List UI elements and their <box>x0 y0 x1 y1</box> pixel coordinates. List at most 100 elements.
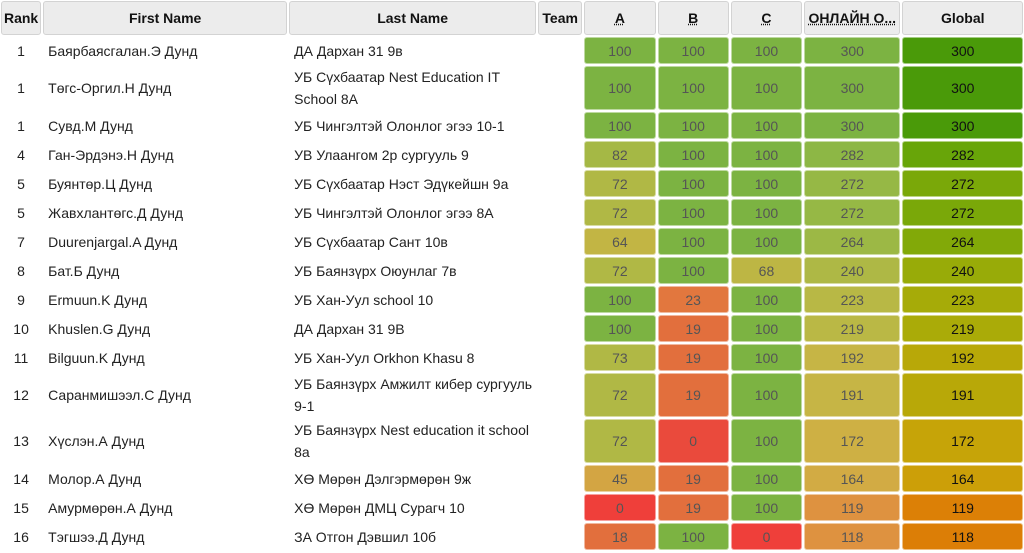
first-name-cell: Баярбаясгалан.Э Дунд <box>48 42 198 59</box>
header-online-contest[interactable]: ОНЛАЙН О... <box>804 1 901 35</box>
header-problem-b[interactable]: B <box>657 1 729 35</box>
last-name-cell: УБ Чингэлтэй Олонлог эгээ 10-1 <box>294 117 505 134</box>
score-a-cell: 100 <box>584 315 656 342</box>
last-name-cell: ЗА Отгон Дэвшил 10б <box>294 528 437 545</box>
team-cell <box>538 465 582 492</box>
header-first-name[interactable]: First Name <box>43 1 288 35</box>
table-row: 15 Амурмөрөн.А Дунд ХӨ Мөрөн ДМЦ Сурагч 10… <box>1 494 1023 521</box>
score-b-cell: 19 <box>657 315 729 342</box>
header-problem-a-link[interactable]: A <box>614 10 625 26</box>
score-global-cell: 282 <box>902 141 1023 168</box>
score-c-cell: 0 <box>730 523 803 550</box>
score-online-cell: 272 <box>804 199 901 226</box>
score-a-cell: 82 <box>584 141 656 168</box>
score-online-cell: 264 <box>804 228 901 255</box>
score-global-cell: 300 <box>902 112 1023 139</box>
score-c-cell: 100 <box>730 419 803 463</box>
table-row: 8 Бат.Б Дунд УБ Баянзүрх Оюунлаг 7в 72 100 68… <box>1 257 1023 284</box>
score-c-cell: 100 <box>730 66 803 110</box>
header-team[interactable]: Team <box>538 1 583 35</box>
score-c-cell: 100 <box>730 465 803 492</box>
first-name-cell: Амурмөрөн.А Дунд <box>48 499 173 516</box>
last-name-cell: УБ Хан-Уул Orkhon Khasu 8 <box>294 349 475 366</box>
score-global-cell: 223 <box>902 286 1023 313</box>
score-a-cell: 73 <box>584 344 656 371</box>
last-name-cell: ДА Дархан 31 9в <box>294 42 403 59</box>
team-cell <box>538 494 582 521</box>
team-cell <box>538 66 582 110</box>
score-c-cell: 100 <box>730 344 803 371</box>
first-name-cell: Саранмишээл.С Дунд <box>48 387 191 403</box>
table-row: 14 Молор.А Дунд ХӨ Мөрөн Дэлгэрмөрөн 9ж 45 1… <box>1 465 1023 492</box>
score-b-cell: 0 <box>657 419 729 463</box>
score-c-cell: 100 <box>730 141 803 168</box>
last-name-cell: УБ Хан-Уул school 10 <box>294 291 434 308</box>
table-row: 13 Хүслэн.А Дунд УБ Баянзүрх Nest educatio… <box>1 419 1023 463</box>
first-name-cell: Хүслэн.А Дунд <box>48 433 145 449</box>
team-cell <box>538 37 582 64</box>
rank-cell: 5 <box>17 175 25 192</box>
rank-cell: 15 <box>13 499 29 516</box>
header-last-name[interactable]: Last Name <box>289 1 537 35</box>
last-name-cell: ХӨ Мөрөн Дэлгэрмөрөн 9ж <box>294 470 472 487</box>
first-name-cell: Duurenjargal.A Дунд <box>48 233 178 250</box>
team-cell <box>538 199 582 226</box>
last-name-cell: УБ Баянзүрх Nest education it school 8a <box>294 422 529 460</box>
rank-cell: 8 <box>17 262 25 279</box>
score-b-cell: 23 <box>657 286 729 313</box>
score-c-cell: 100 <box>730 373 803 417</box>
score-b-cell: 19 <box>657 344 729 371</box>
rank-cell: 12 <box>13 387 29 403</box>
header-row: Rank First Name Last Name Team A B C ОНЛ… <box>1 1 1023 35</box>
score-b-cell: 100 <box>657 228 729 255</box>
team-cell <box>538 523 582 550</box>
team-cell <box>538 286 582 313</box>
last-name-cell: УБ Чингэлтэй Олонлог эгээ 8А <box>294 204 494 221</box>
rank-cell: 13 <box>13 433 29 449</box>
score-b-cell: 100 <box>657 523 729 550</box>
score-a-cell: 100 <box>584 286 656 313</box>
header-problem-b-link[interactable]: B <box>688 10 699 26</box>
table-row: 5 Буянтөр.Ц Дунд УБ Сүхбаатар Нэст Эдүкейш… <box>1 170 1023 197</box>
score-online-cell: 192 <box>804 344 901 371</box>
score-b-cell: 100 <box>657 112 729 139</box>
first-name-cell: Жавхлантөгс.Д Дунд <box>48 204 184 221</box>
first-name-cell: Тэгшээ.Д Дунд <box>48 528 145 545</box>
first-name-cell: Ган-Эрдэнэ.Н Дунд <box>48 146 174 163</box>
last-name-cell: УБ Сүхбаатар Нэст Эдүкейшн 9а <box>294 175 509 192</box>
team-cell <box>538 170 582 197</box>
header-problem-c-link[interactable]: C <box>761 10 772 26</box>
table-row: 10 Khuslen.G Дунд ДА Дархан 31 9В 100 19 100 2… <box>1 315 1023 342</box>
score-global-cell: 119 <box>902 494 1023 521</box>
last-name-cell: УБ Сүхбаатар Nest Education IT School 8A <box>294 69 500 107</box>
team-cell <box>538 315 582 342</box>
header-online-contest-link[interactable]: ОНЛАЙН О... <box>808 10 897 26</box>
score-c-cell: 100 <box>730 170 803 197</box>
header-problem-c[interactable]: C <box>730 1 803 35</box>
table-row: 1 Сувд.М Дунд УБ Чингэлтэй Олонлог эгээ 10… <box>1 112 1023 139</box>
rank-cell: 14 <box>13 470 29 487</box>
score-c-cell: 100 <box>730 228 803 255</box>
last-name-cell: УВ Улаангом 2р сургууль 9 <box>294 146 469 163</box>
score-online-cell: 223 <box>804 286 901 313</box>
score-a-cell: 72 <box>584 419 656 463</box>
score-b-cell: 100 <box>657 170 729 197</box>
score-b-cell: 100 <box>657 257 729 284</box>
header-rank[interactable]: Rank <box>1 1 42 35</box>
first-name-cell: Сувд.М Дунд <box>48 117 133 134</box>
score-b-cell: 100 <box>657 37 729 64</box>
score-global-cell: 118 <box>902 523 1023 550</box>
header-problem-a[interactable]: A <box>584 1 656 35</box>
header-global[interactable]: Global <box>902 1 1023 35</box>
team-cell <box>538 141 582 168</box>
table-row: 12 Саранмишээл.С Дунд УБ Баянзүрх Амжилт к… <box>1 373 1023 417</box>
score-a-cell: 0 <box>584 494 656 521</box>
score-a-cell: 18 <box>584 523 656 550</box>
first-name-cell: Бат.Б Дунд <box>48 262 120 279</box>
score-global-cell: 172 <box>902 419 1023 463</box>
score-b-cell: 100 <box>657 141 729 168</box>
first-name-cell: Khuslen.G Дунд <box>48 320 151 337</box>
table-row: 7 Duurenjargal.A Дунд УБ Сүхбаатар Сант 10… <box>1 228 1023 255</box>
score-global-cell: 272 <box>902 199 1023 226</box>
score-online-cell: 282 <box>804 141 901 168</box>
